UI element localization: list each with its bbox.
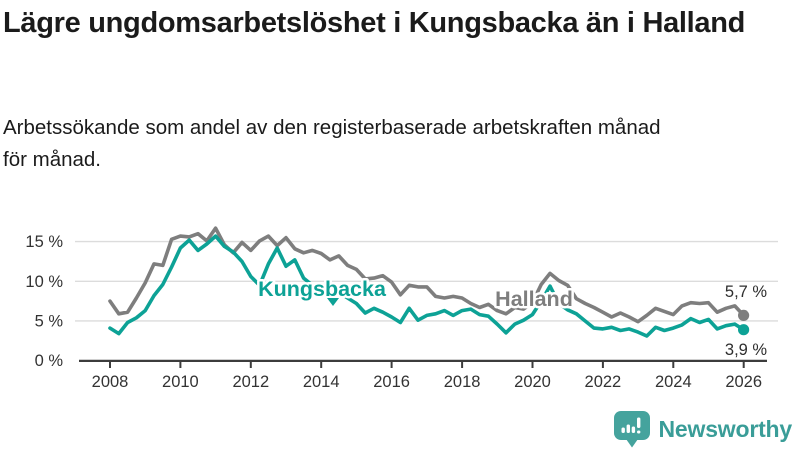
halland-end-value-label: 5,7 % (725, 283, 768, 301)
chart-subtitle: Arbetssökande som andel av den registerb… (3, 112, 661, 176)
y-tick-label-5: 5 % (35, 312, 64, 330)
x-tick-label-2020: 2020 (514, 373, 551, 391)
x-tick-label-2018: 2018 (444, 373, 481, 391)
x-tick-label-2012: 2012 (232, 373, 269, 391)
kungsbacka-label-pointer-icon (327, 298, 339, 306)
y-tick-labels: 0 % 5 % 10 % 15 % (25, 233, 63, 370)
bar-chart-speech-bubble-icon (613, 411, 650, 448)
y-tick-label-15: 15 % (25, 233, 63, 251)
x-tick-label-2024: 2024 (655, 373, 692, 391)
series-line-halland (108, 226, 746, 324)
end-dot-halland (738, 309, 750, 321)
series-line-kungsbacka (108, 234, 746, 338)
y-tick-label-0: 0 % (35, 352, 64, 370)
x-tick-labels: 2008 2010 2012 2014 2016 2018 2020 2022 … (92, 373, 762, 391)
halland-series-label: Halland (495, 287, 573, 311)
y-tick-label-10: 10 % (25, 273, 63, 291)
chart-subtitle-line2: för månad. (3, 148, 101, 171)
x-tick-label-2022: 2022 (585, 373, 622, 391)
kungsbacka-series-label: Kungsbacka (258, 277, 387, 301)
end-dot-kungsbacka (738, 324, 750, 336)
newsworthy-logo: Newsworthy (613, 410, 792, 448)
x-tick-label-2026: 2026 (725, 373, 762, 391)
x-tick-label-2008: 2008 (92, 373, 129, 391)
chart-title: Lägre ungdomsarbetslöshet i Kungsbacka ä… (3, 7, 746, 39)
y-gridlines (75, 240, 778, 322)
x-tick-label-2016: 2016 (373, 373, 410, 391)
x-tick-label-2014: 2014 (303, 373, 340, 391)
x-tick-label-2010: 2010 (162, 373, 199, 391)
kungsbacka-end-value-label: 3,9 % (725, 341, 768, 359)
chart-subtitle-line1: Arbetssökande som andel av den registerb… (3, 116, 661, 139)
x-ticks (109, 361, 745, 368)
newsworthy-wordmark: Newsworthy (658, 415, 793, 442)
